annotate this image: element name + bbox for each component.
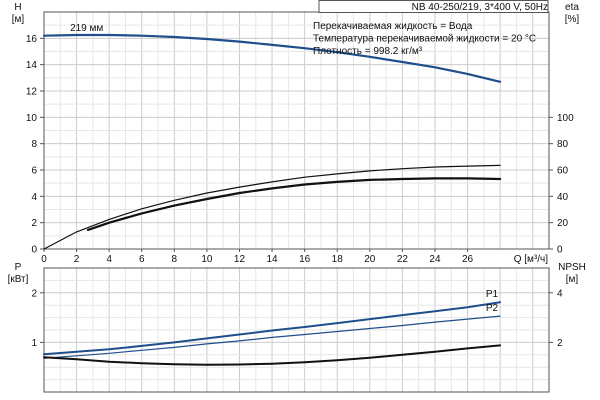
series-line-curve-1-2 [43, 344, 502, 366]
chart-title: NB 40-250/219, 3*400 V, 50Hz [412, 2, 548, 13]
y-tick-label-left: 10 [26, 113, 38, 124]
y-tick-label-left: 6 [31, 166, 37, 177]
x-tick-label: 8 [172, 254, 178, 265]
y-tick-label-left: 0 [31, 245, 37, 256]
y-axis-title-left: P [15, 262, 22, 273]
axes [40, 0, 553, 393]
y-tick-label-left: 8 [31, 139, 37, 150]
annotation-text: Плотность = 998.2 кг/м³ [313, 46, 423, 57]
y-axis-unit-left: [кВт] [8, 274, 29, 285]
y-tick-label-left: 16 [26, 34, 38, 45]
title-box [318, 0, 549, 13]
series-label: P2 [486, 303, 499, 314]
y-tick-label-left: 2 [31, 288, 37, 299]
x-tick-label: 18 [332, 254, 344, 265]
series-line-curve-0-2 [86, 177, 502, 231]
y-axis-unit-left: [м] [12, 14, 25, 25]
y-tick-label-left: 4 [31, 192, 37, 203]
y-tick-label-right: 80 [557, 139, 569, 150]
y-tick-label-right: 2 [557, 338, 563, 349]
x-tick-label: 12 [234, 254, 246, 265]
y-tick-label-right: 40 [557, 192, 569, 203]
series-line-curve-0-1 [43, 164, 501, 250]
x-tick-label: 14 [267, 254, 279, 265]
x-tick-label: 0 [41, 254, 47, 265]
y-tick-label-left: 14 [26, 60, 38, 71]
series [42, 33, 502, 366]
y-axis-title-left: H [14, 2, 21, 13]
x-tick-label: 10 [201, 254, 213, 265]
y-tick-label-right: 20 [557, 218, 569, 229]
x-tick-label: 26 [462, 254, 474, 265]
series-line-219-мм [42, 33, 502, 83]
x-tick-label: 22 [397, 254, 409, 265]
y-tick-label-left: 1 [31, 338, 37, 349]
annotation-text: Температура перекачиваемой жидкости = 20… [313, 34, 536, 45]
y-tick-label-right: 4 [557, 288, 563, 299]
plot-frame [43, 11, 550, 250]
x-tick-label: 2 [74, 254, 80, 265]
y-axis-title-right: NPSH [558, 262, 586, 273]
series-line-p1 [43, 301, 502, 356]
x-tick-label: 4 [106, 254, 112, 265]
y-axis-title-right: eta [565, 2, 579, 13]
x-tick-label: 16 [299, 254, 311, 265]
y-tick-label-left: 2 [31, 218, 37, 229]
y-tick-label-right: 0 [557, 245, 563, 256]
series-label: P1 [486, 289, 499, 300]
series-label: 219 мм [70, 23, 103, 34]
annotation-text: Перекачиваемая жидкость = Вода [313, 21, 473, 32]
x-axis-title: Q [м³/ч] [514, 254, 549, 265]
x-tick-label: 6 [139, 254, 145, 265]
y-axis-unit-right: [%] [565, 14, 580, 25]
y-tick-label-right: 60 [557, 166, 569, 177]
y-tick-label-left: 12 [26, 87, 38, 98]
plot-frame [43, 267, 550, 393]
y-tick-label-right: 100 [557, 113, 574, 124]
x-tick-label: 20 [364, 254, 376, 265]
y-axis-unit-right: [м] [566, 274, 579, 285]
x-tick-label: 24 [429, 254, 441, 265]
series-line-p2 [43, 315, 501, 359]
